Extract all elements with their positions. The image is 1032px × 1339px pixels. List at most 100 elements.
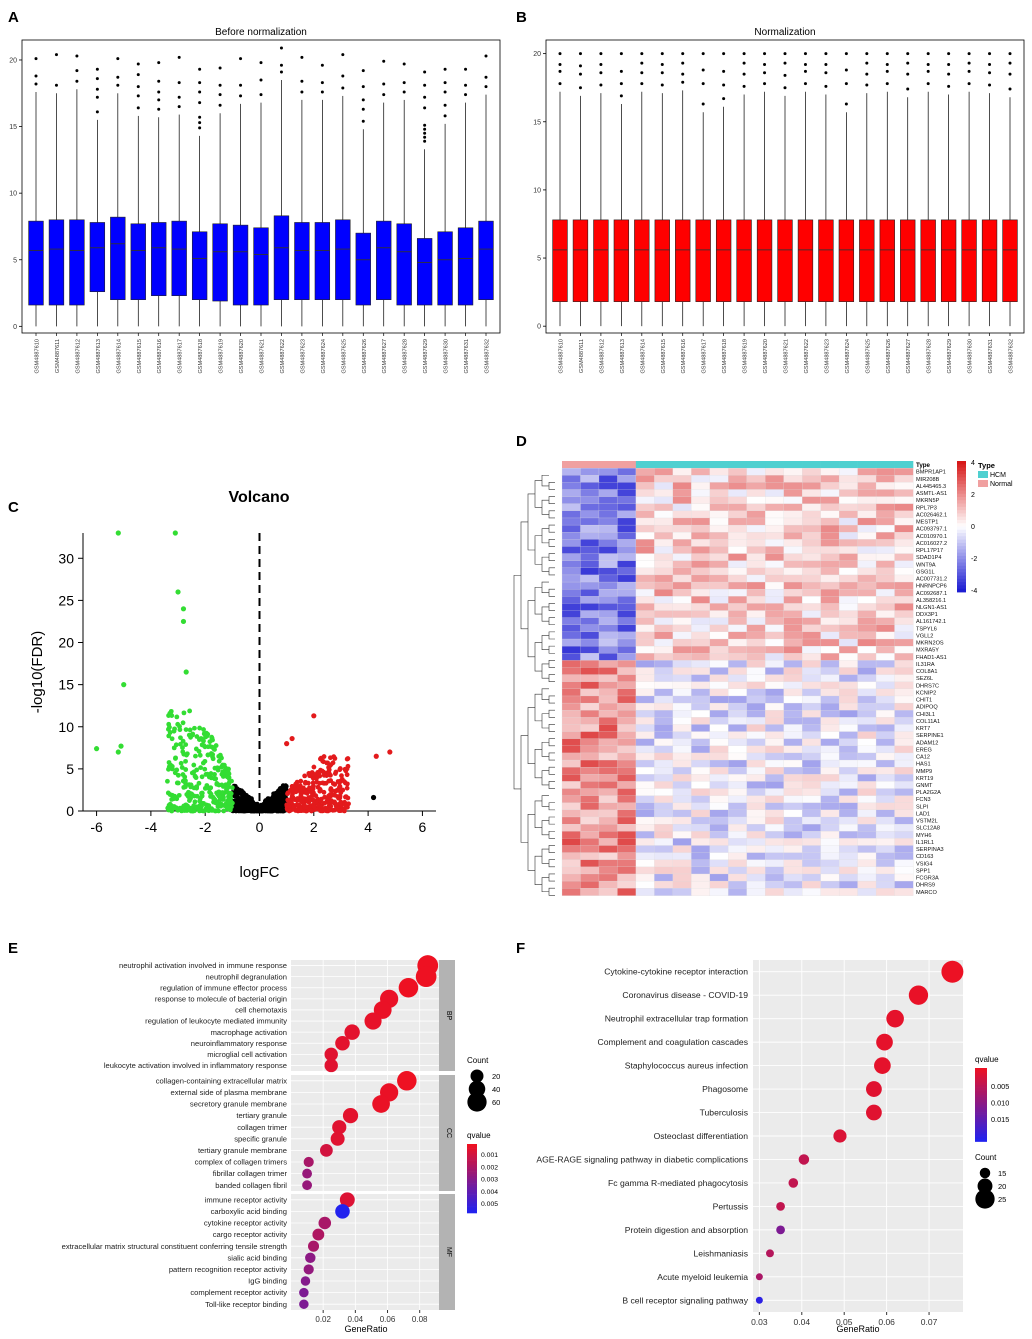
heatmap-cell	[728, 688, 748, 697]
outlier-point	[1008, 72, 1012, 76]
heatmap-cell	[580, 524, 600, 533]
up-point	[339, 773, 344, 779]
heatmap-cell	[691, 752, 711, 761]
heatmap-cell	[746, 539, 766, 547]
heatmap-cell	[598, 745, 618, 754]
heatmap-cell	[635, 710, 655, 718]
heatmap-cell	[580, 674, 600, 683]
heatmap-cell	[691, 873, 711, 882]
x-tick-label: GSM4887619	[743, 339, 749, 374]
heatmap-cell	[728, 503, 748, 512]
heatmap-row-label: COL11A1	[916, 719, 940, 725]
heatmap-cell	[765, 838, 785, 846]
heatmap-cell	[765, 717, 785, 725]
heatmap-cell	[672, 574, 692, 583]
heatmap-cell	[820, 880, 840, 889]
outlier-point	[95, 77, 99, 81]
heatmap-cell	[561, 489, 581, 498]
heatmap-cell	[672, 603, 692, 611]
heatmap-cell	[691, 475, 711, 483]
ns-point	[258, 806, 264, 812]
term-label: Fc gamma R-mediated phagocytosis	[608, 1178, 748, 1188]
down-point	[115, 749, 121, 755]
heatmap-cell	[783, 603, 803, 611]
heatmap-cell	[617, 866, 637, 875]
heatmap-cell	[598, 759, 618, 768]
heatmap-cell	[617, 674, 637, 683]
heatmap-cell	[728, 767, 748, 775]
outlier-point	[988, 71, 992, 75]
heatmap-cell	[728, 752, 748, 761]
qvalue-scale-step	[467, 1194, 477, 1198]
dendrogram-branch	[541, 688, 549, 700]
heatmap-cell	[598, 560, 618, 569]
qvalue-scale-step	[467, 1171, 477, 1175]
color-scale-step	[957, 516, 966, 521]
x-tick-label: 0.02	[315, 1315, 331, 1324]
down-point	[165, 778, 170, 784]
down-point	[180, 772, 186, 777]
heatmap-cell	[802, 752, 822, 761]
outlier-point	[198, 126, 202, 130]
heatmap-cell	[635, 745, 655, 754]
heatmap-cell	[635, 603, 655, 611]
outlier-point	[660, 83, 664, 87]
heatmap-cell	[765, 482, 785, 490]
heatmap-cell	[875, 517, 895, 526]
heatmap-cell	[654, 489, 674, 498]
heatmap-cell	[728, 581, 748, 590]
heatmap-cell	[783, 524, 803, 533]
outlier-point	[136, 62, 140, 66]
up-point	[311, 764, 317, 770]
down-point	[187, 708, 193, 714]
heatmap-cell	[820, 667, 840, 676]
heatmap-cell	[783, 553, 803, 562]
heatmap-cell	[765, 660, 785, 668]
type-annotation-cell	[617, 461, 637, 469]
heatmap-cell	[617, 823, 637, 832]
heatmap-cell	[857, 475, 877, 483]
plot-title: Normalization	[754, 27, 815, 38]
heatmap-cell	[635, 653, 655, 661]
down-point	[115, 530, 121, 536]
heatmap-cell	[838, 524, 859, 533]
heatmap-cell	[894, 816, 914, 825]
heatmap-cell	[838, 660, 859, 668]
outlier-point	[844, 102, 848, 106]
heatmap-cell	[580, 888, 600, 896]
heatmap-cell	[635, 767, 655, 775]
heatmap-cell	[783, 852, 803, 861]
heatmap-cell	[857, 532, 877, 540]
heatmap-cell	[783, 724, 803, 732]
type-annotation-cell	[562, 461, 581, 469]
down-point	[221, 808, 227, 814]
heatmap-cell	[765, 823, 785, 832]
heatmap-cell	[783, 688, 803, 697]
count-legend-label: 15	[998, 1169, 1006, 1178]
heatmap-cell	[598, 653, 618, 661]
type-annotation-cell	[783, 461, 803, 469]
panel-c-volcano-plot: Volcano-6 -4 -2 0 2 4 6051015202530logFC-log10…	[29, 489, 436, 881]
heatmap-cell	[672, 767, 692, 775]
heatmap-cell	[894, 873, 914, 882]
heatmap-cell	[783, 767, 803, 775]
heatmap-cell	[654, 688, 674, 697]
x-tick-label: GSM4887610	[35, 339, 41, 374]
heatmap-cell	[802, 745, 822, 754]
up-point	[336, 780, 342, 786]
heatmap-cell	[672, 539, 692, 547]
heatmap-cell	[635, 852, 655, 861]
heatmap-cell	[635, 539, 655, 547]
heatmap-cell	[580, 603, 600, 611]
heatmap-cell	[857, 745, 877, 754]
heatmap-cell	[635, 581, 655, 590]
heatmap-cell	[820, 866, 840, 875]
heatmap-row-label: DHRS9	[916, 883, 935, 889]
down-point	[214, 781, 220, 787]
down-point	[225, 781, 231, 787]
qvalue-scale-step	[975, 1070, 987, 1074]
color-scale-label: -2	[971, 556, 977, 563]
qvalue-scale-step	[467, 1192, 477, 1195]
heatmap-cell	[672, 710, 692, 718]
down-point	[204, 771, 210, 777]
